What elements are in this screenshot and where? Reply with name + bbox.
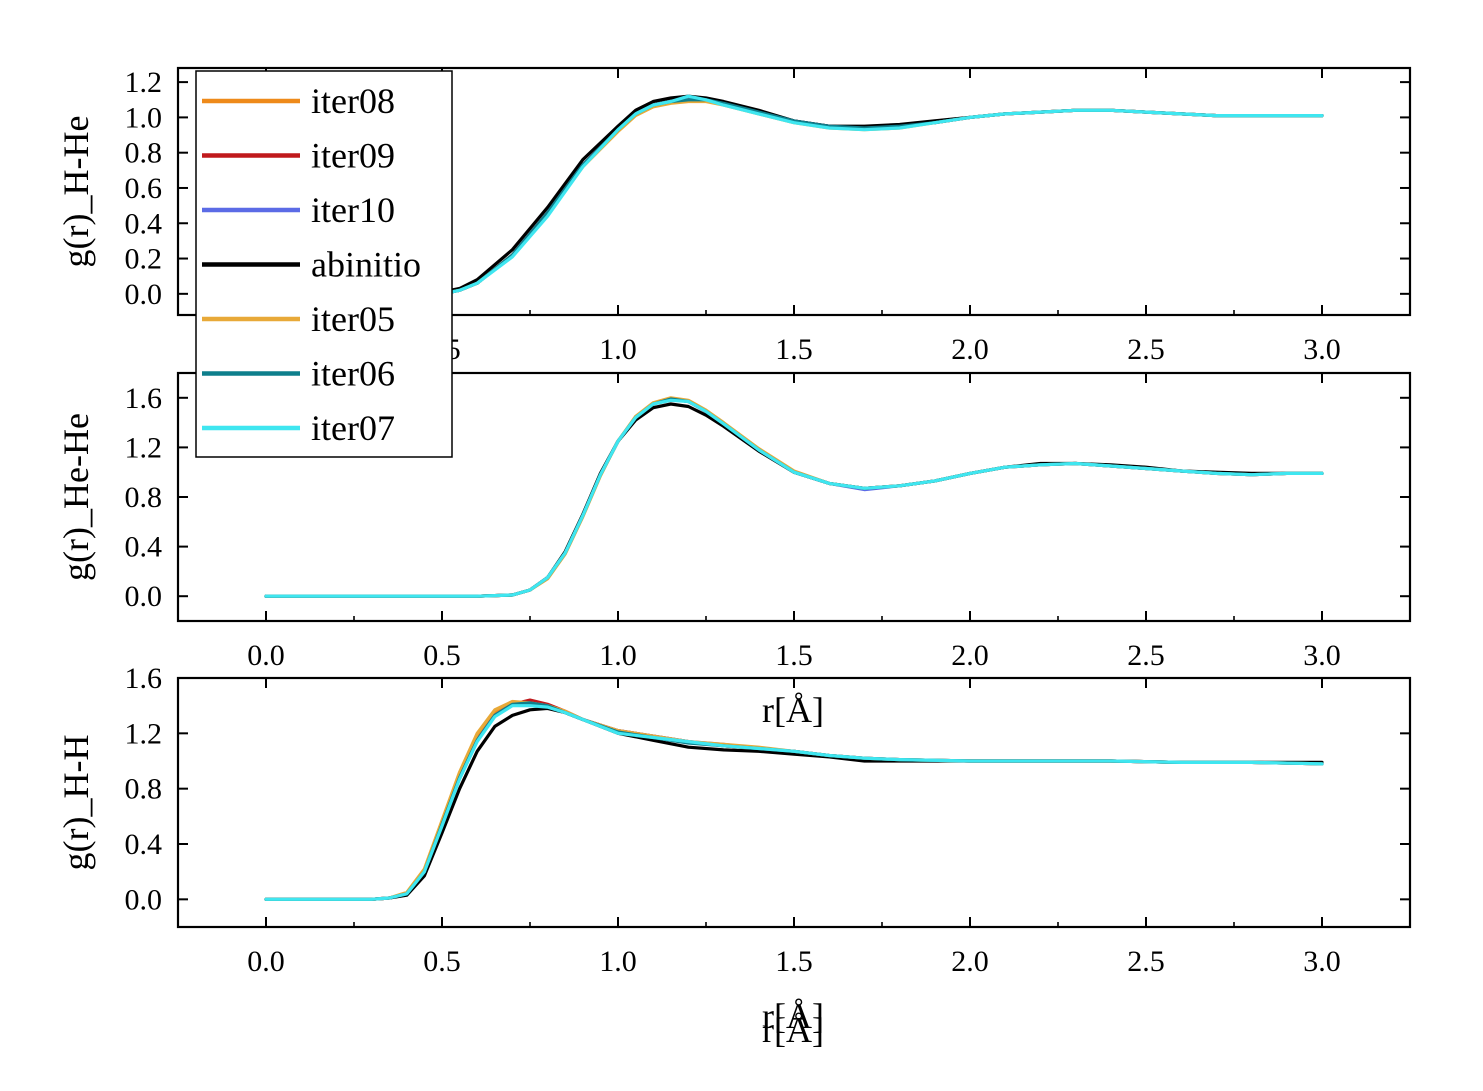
- y-axis-label: g(r)_H-H: [56, 735, 96, 871]
- y-tick-label: 0.2: [125, 243, 163, 276]
- legend-label: iter10: [311, 190, 395, 230]
- x-tick-label: 2.5: [1127, 333, 1165, 366]
- x-tick-label: 2.5: [1127, 945, 1165, 978]
- legend-item-iter10: iter10: [202, 190, 395, 230]
- x-tick-label: 2.0: [951, 333, 989, 366]
- y-tick-label: 1.2: [125, 66, 163, 99]
- legend-item-iter06: iter06: [202, 354, 395, 394]
- y-tick-label: 0.0: [125, 278, 163, 311]
- x-tick-label: 1.5: [775, 945, 813, 978]
- x-tick-label: 0.5: [423, 945, 461, 978]
- x-tick-label: 1.0: [599, 333, 637, 366]
- panel-2: 0.0 0.5 1.0 1.5 2.0 2.5 3.0 0.0 0.4 0.8 1.2 1.6 g(r)…: [56, 371, 1412, 730]
- series-line-iter07: [422, 94, 1324, 296]
- legend-item-iter08: iter08: [202, 81, 395, 121]
- y-tick-label: 0.8: [125, 137, 163, 170]
- x-axis-label: r[Å]: [762, 996, 824, 1036]
- y-tick-label: 1.6: [125, 382, 163, 415]
- y-tick-label: 1.0: [125, 101, 163, 134]
- y-tick-label: 0.0: [125, 883, 163, 916]
- y-tick-label: 0.4: [125, 207, 163, 240]
- x-tick-label: 1.5: [775, 333, 813, 366]
- y-tick-label: 0.4: [125, 828, 163, 861]
- legend: iter08 iter09 iter10 abinitio iter05 iter06 it…: [195, 70, 453, 458]
- x-tick-label: 0.0: [247, 945, 285, 978]
- x-tick-label: 3.0: [1303, 945, 1341, 978]
- y-tick-label: 0.4: [125, 531, 163, 564]
- y-tick-label: 1.6: [125, 662, 163, 695]
- x-tick-label: 0.5: [423, 639, 461, 672]
- legend-item-iter05: iter05: [202, 299, 395, 339]
- y-axis-label: g(r)_He-He: [56, 413, 96, 581]
- x-tick-label: 3.0: [1303, 639, 1341, 672]
- legend-label: iter09: [311, 136, 395, 176]
- series-lines: [422, 94, 1324, 296]
- legend-label: iter08: [311, 81, 395, 121]
- y-tick-label: 1.2: [125, 431, 163, 464]
- x-tick-label: 1.5: [775, 639, 813, 672]
- y-tick-label: 0.8: [125, 773, 163, 806]
- x-tick-label: 2.5: [1127, 639, 1165, 672]
- x-tick-label: 0.0: [247, 639, 285, 672]
- x-tick-label: 1.0: [599, 639, 637, 672]
- y-tick-label: 0.0: [125, 580, 163, 613]
- x-tick-label: 1.0: [599, 945, 637, 978]
- y-tick-label: 0.6: [125, 172, 163, 205]
- legend-label: iter06: [311, 354, 395, 394]
- legend-item-iter07: iter07: [202, 408, 395, 448]
- x-tick-label: 2.0: [951, 945, 989, 978]
- legend-item-abinitio: abinitio: [202, 245, 421, 285]
- legend-label: abinitio: [311, 245, 421, 285]
- x-axis-label-bottom: r[Å]: [762, 1010, 824, 1050]
- panel-3: 0.0 0.5 1.0 1.5 2.0 2.5 3.0 0.0 0.4 0.8 1.2 1.6 g(r)…: [56, 662, 1412, 1050]
- y-tick-label: 0.8: [125, 481, 163, 514]
- y-axis-label: g(r)_H-He: [56, 116, 96, 268]
- legend-label: iter05: [311, 299, 395, 339]
- x-axis-label: r[Å]: [762, 690, 824, 730]
- legend-item-iter09: iter09: [202, 136, 395, 176]
- legend-label: iter07: [311, 408, 395, 448]
- y-tick-label: 1.2: [125, 717, 163, 750]
- x-tick-label: 3.0: [1303, 333, 1341, 366]
- series-line-iter07: [264, 398, 1324, 598]
- x-tick-label: 2.0: [951, 639, 989, 672]
- series-lines: [264, 698, 1324, 901]
- series-line-iter07: [264, 704, 1324, 901]
- series-lines: [264, 396, 1324, 598]
